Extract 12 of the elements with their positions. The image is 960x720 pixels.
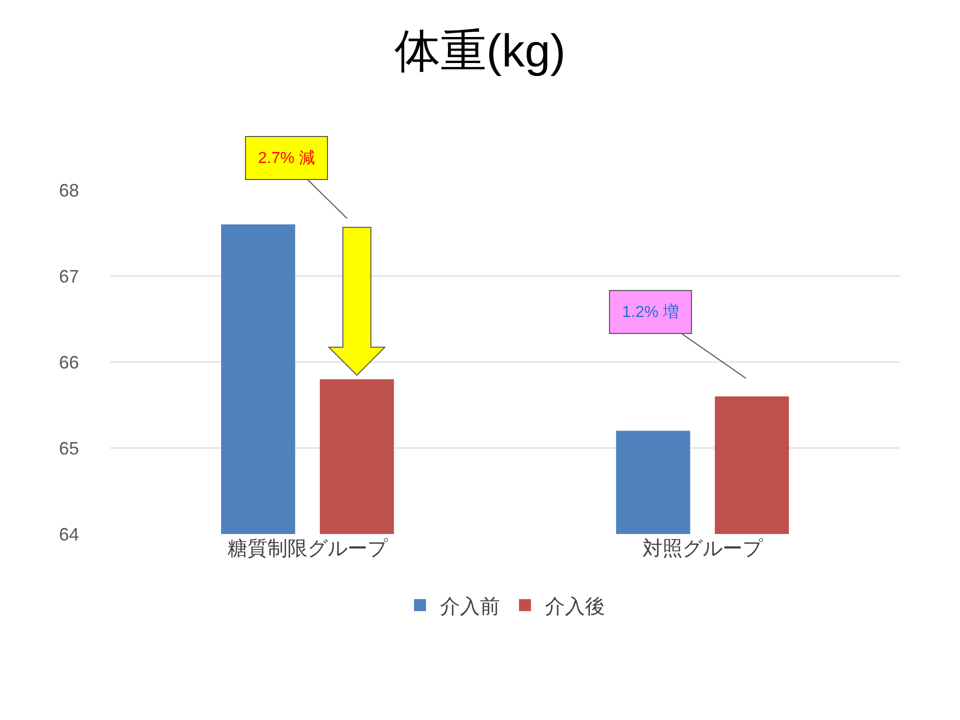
chart-title: 体重(kg) [394, 24, 566, 76]
y-tick-label: 67 [58, 266, 79, 286]
x-tick-label: 糖質制限グループ [228, 538, 388, 560]
legend-label: 介入前 [440, 596, 500, 618]
y-tick-label: 64 [58, 524, 79, 544]
legend-label: 介入後 [545, 596, 605, 618]
annotation: 1.2% 増 [622, 303, 679, 321]
y-tick-label: 68 [58, 180, 79, 200]
y-tick-label: 66 [58, 352, 79, 372]
text: 2.7% 減 [258, 149, 315, 167]
x-tick-label: 対照グループ [642, 538, 764, 560]
y-tick-label: 65 [58, 438, 79, 458]
